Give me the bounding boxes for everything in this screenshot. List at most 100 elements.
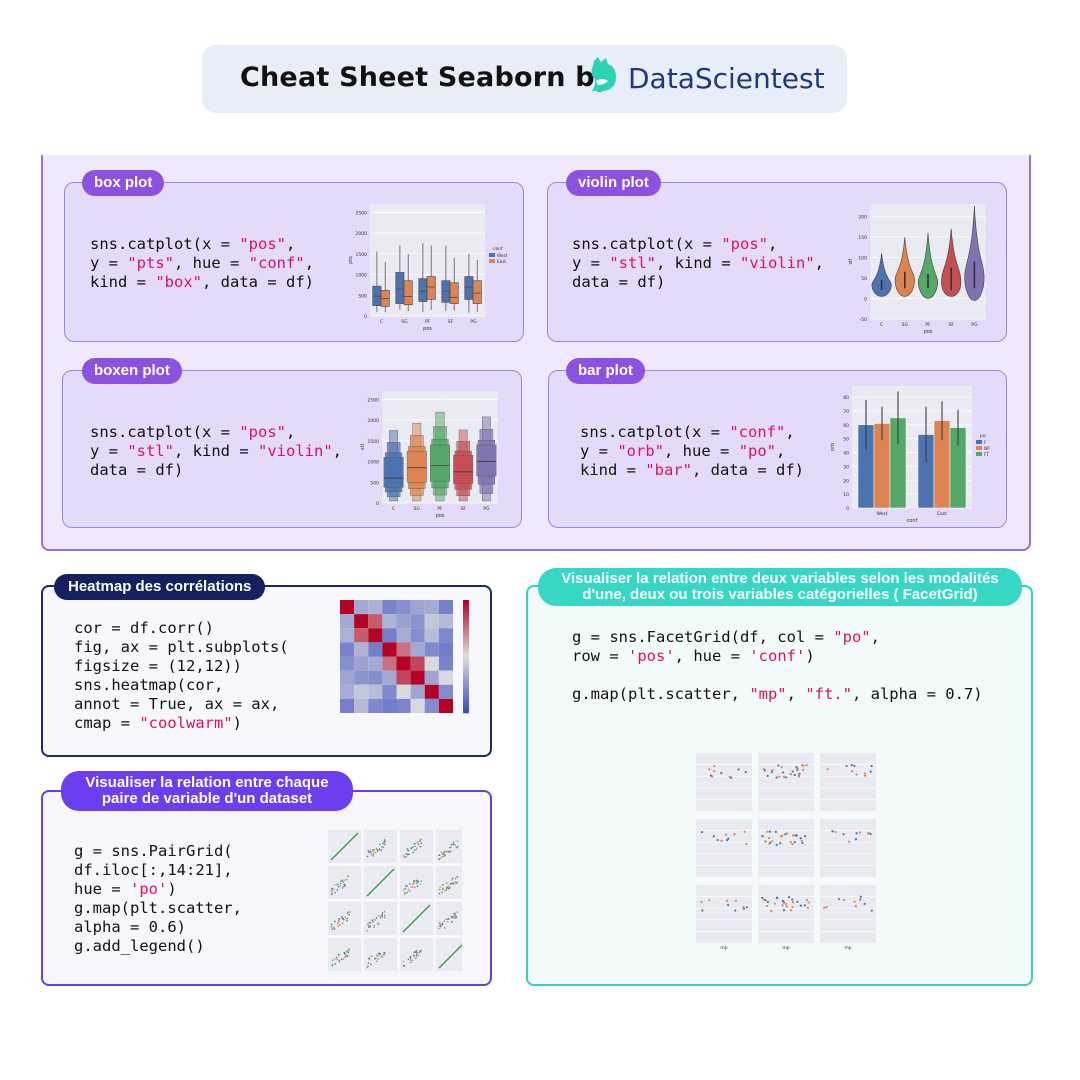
colorbar-segment [463,650,469,654]
pair-panel [364,830,397,863]
heatmap-cell [438,642,453,657]
code-token: ) [232,714,242,732]
legend-entry: East [497,259,506,264]
pair-point [438,888,441,891]
violin [871,253,892,297]
code-token: , [785,423,795,441]
heatmap-cell [396,656,411,671]
facet-panel [820,819,876,877]
facet-point [797,775,800,778]
pair-point [411,846,414,848]
facet-point [800,839,803,842]
colorbar-segment [463,614,469,618]
code-token: data [572,273,619,291]
facet-panel [696,885,752,943]
code-token: = [220,235,240,253]
code-token: figsize = (12,12)) [74,657,242,675]
x-tick-label: SG [414,506,421,512]
colorbar-segment [463,670,469,674]
pair-point [419,950,422,952]
code-token: = [710,423,730,441]
pair-point [369,921,371,924]
facet-point [700,830,704,834]
code-line: sns.catplot(x = "pos", [90,423,342,442]
code-token: g.map(plt.scatter, [572,685,750,703]
pair-point [410,886,413,889]
box [426,276,436,300]
facetgrid-label-line1: Visualiser la relation entre deux variab… [561,570,999,587]
facet-point [780,766,783,769]
y-tick-label: 500 [370,480,379,486]
heatmap-cell [410,656,425,671]
heatmap-cell [410,684,425,699]
pair-point [381,915,384,918]
pair-point [376,954,378,956]
pair-point [448,846,451,849]
pair-point [416,847,418,849]
pair-point [411,886,414,888]
legend-title: po [980,434,986,439]
y-tick-label: 2500 [368,397,380,403]
code-token: "conf" [248,254,305,272]
pair-point [370,963,372,966]
pair-point [454,877,457,880]
pair-point [379,952,382,955]
y-tick-label: 0 [846,506,849,512]
pair-point [438,922,441,924]
pair-point [377,958,379,960]
pair-point [345,955,348,957]
facet-point [791,905,794,909]
pairgrid-chart [328,830,462,971]
facet-point [733,833,736,836]
facet-point [734,909,737,912]
pair-point [413,955,415,957]
pair-point [339,885,342,887]
code-token: row = [572,647,628,665]
code-line: sns.heatmap(cor, [74,676,289,695]
colorbar-segment [463,704,469,708]
code-token: = [239,442,259,460]
pair-point [342,885,345,888]
pair-point [404,887,407,890]
pair-point [342,881,345,883]
pair-point [413,882,415,884]
code-token: , [286,423,296,441]
colorbar-segment [463,710,469,714]
header-banner [202,45,847,113]
pair-point [346,917,348,920]
code-token: , data [692,461,758,479]
facet-point [785,776,788,779]
code-token: "mp" [749,685,787,703]
code-line: y = "pts", hue = "conf", [90,254,314,273]
x-tick-label: SG [401,319,408,325]
facet-point [796,767,799,770]
heatmap-cell [382,684,397,699]
code-token: y [90,442,109,460]
colorbar-segment [463,628,469,632]
y-tick-label: 40 [843,451,849,457]
pair-point [382,842,384,845]
pair-panel [328,866,361,899]
code-line: row = 'pos', hue = 'conf') [572,647,983,666]
pair-point [372,920,374,923]
violin-plot-code: sns.catplot(x = "pos", y = "stl", kind = … [572,235,824,292]
facet-point [801,768,805,772]
code-token: "conf" [729,423,786,441]
pair-point [406,848,409,851]
pair-point [383,911,386,913]
y-tick-label: 30 [843,464,849,470]
pair-point [445,888,448,890]
facet-point [782,909,786,912]
heatmap-cell [424,628,439,643]
code-line: y = "stl", kind = "violin", [90,442,342,461]
y-tick-label: 0 [864,296,867,302]
code-token: y [580,442,599,460]
pair-point [340,880,342,882]
heatmap-cell [368,670,383,685]
colorbar-segment [463,653,469,657]
y-tick-label: 0 [376,501,379,507]
heatmap-cell [396,614,411,629]
pair-point [454,881,457,883]
pair-point [438,892,441,895]
